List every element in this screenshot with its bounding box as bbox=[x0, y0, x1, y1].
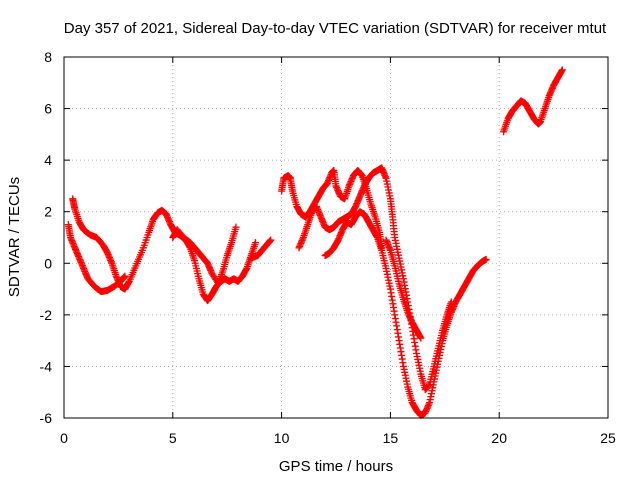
x-tick-label: 10 bbox=[274, 430, 290, 446]
data-point bbox=[251, 239, 259, 247]
data-points bbox=[64, 66, 566, 419]
y-tick-label: -6 bbox=[40, 410, 53, 426]
axis-ticks bbox=[63, 56, 609, 419]
y-tick-label: 2 bbox=[44, 204, 52, 220]
data-point bbox=[121, 272, 129, 280]
y-tick-label: 0 bbox=[44, 255, 52, 271]
data-point bbox=[482, 255, 490, 263]
y-tick-labels: -6 -4 -2 0 2 4 6 8 bbox=[40, 49, 53, 426]
x-tick-labels: 0 5 10 15 20 25 bbox=[60, 430, 616, 446]
x-axis-label: GPS time / hours bbox=[279, 458, 393, 475]
data-point bbox=[232, 223, 240, 231]
x-tick-label: 20 bbox=[491, 430, 507, 446]
x-tick-label: 0 bbox=[60, 430, 68, 446]
y-tick-label: 4 bbox=[44, 152, 52, 168]
y-axis-label: SDTVAR / TECUs bbox=[6, 177, 23, 297]
y-tick-label: 8 bbox=[44, 49, 52, 65]
x-tick-label: 25 bbox=[600, 430, 616, 446]
data-point bbox=[558, 66, 566, 74]
plot-frame bbox=[63, 56, 609, 419]
x-tick-label: 5 bbox=[169, 430, 177, 446]
y-tick-label: -4 bbox=[40, 358, 53, 374]
y-tick-label: 6 bbox=[44, 101, 52, 117]
y-tick-label: -2 bbox=[40, 307, 53, 323]
data-point bbox=[267, 236, 275, 244]
grid-lines bbox=[64, 57, 608, 418]
x-tick-label: 15 bbox=[383, 430, 399, 446]
chart-title: Day 357 of 2021, Sidereal Day-to-day VTE… bbox=[64, 20, 607, 37]
data-point bbox=[417, 334, 425, 342]
